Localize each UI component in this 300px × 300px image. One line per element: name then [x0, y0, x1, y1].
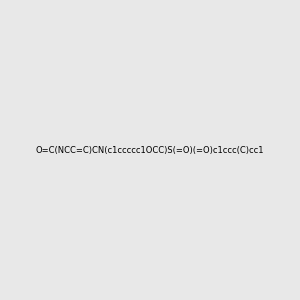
Text: O=C(NCC=C)CN(c1ccccc1OCC)S(=O)(=O)c1ccc(C)cc1: O=C(NCC=C)CN(c1ccccc1OCC)S(=O)(=O)c1ccc(… [36, 146, 264, 154]
